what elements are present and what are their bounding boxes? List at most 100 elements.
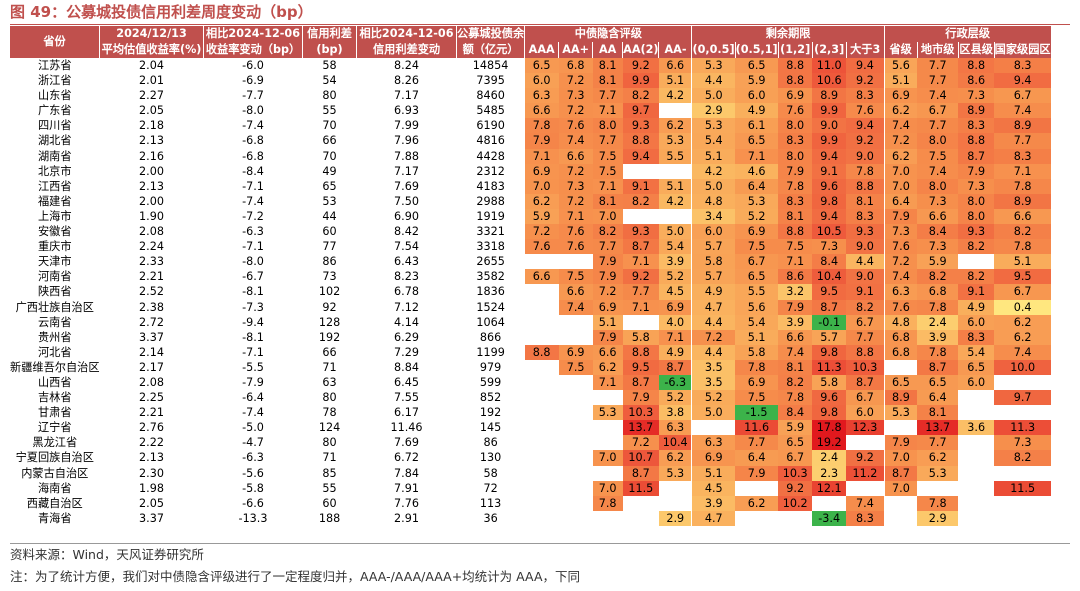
heat-cell [559,254,593,269]
table-row: 福建省 2.00 -7.4 53 7.50 2988 6.2 7.2 8.1 8.2 4.2 4.8 5… [10,193,1052,209]
heat-cell: 6.8 [917,284,959,300]
cell-province: 安徽省 [37,225,72,239]
heat-cell: 5.1 [691,148,736,164]
cell-spread: 80 [322,391,337,405]
heat-cell: 6.2 [658,118,692,134]
cell-spread: 55 [322,104,337,118]
heat-cell [525,466,559,481]
heat-cell: 4.6 [735,163,779,179]
heat-cell: 9.8 [812,405,847,421]
heat-cell: 7.6 [558,239,593,255]
heat-cell: 7.7 [917,118,959,134]
heat-cell: 6.2 [524,193,559,209]
heat-cell: 7.7 [917,58,959,74]
heat-cell: 7.8 [735,359,779,375]
header-subcol: AA [592,42,624,58]
heat-cell: 7.9 [592,254,623,270]
cell-province: 青海省 [37,511,72,525]
cell-ychg: -7.1 [242,345,264,359]
heat-cell: 8.9 [883,390,918,406]
cell-province: 吉林省 [37,391,72,405]
cell-bal: 1064 [476,315,505,329]
heat-cell [525,496,559,511]
heat-cell [525,254,559,269]
heat-cell [623,209,659,224]
header-schg-label: 信用利差变动 [356,42,458,58]
cell-province: 重庆市 [37,240,72,254]
cell-province: 甘肃省 [37,406,72,420]
cell-bal: 1524 [476,300,505,314]
heat-cell: 2.9 [658,510,692,526]
heat-cell: 6.4 [917,390,959,406]
heat-cell: 6.0 [524,73,559,89]
header-subcol: (1,2] [778,42,813,58]
cell-bal: 3582 [476,270,505,284]
cell-bal: 6190 [476,119,505,133]
heat-cell: 6.5 [917,374,959,391]
heat-cell: 7.9 [778,163,813,179]
heat-cell: 0.4 [994,299,1052,315]
heat-cell: 2.4 [917,314,959,330]
heat-cell: 9.4 [846,118,885,134]
heat-cell [778,511,812,526]
heat-cell: 8.7 [958,148,995,164]
cell-ychg: -6.0 [242,59,264,72]
heat-cell: 8.8 [778,224,813,240]
heat-cell: 8.8 [958,58,995,74]
heat-cell: -3.4 [812,510,847,526]
heat-cell: 9.3 [622,224,659,240]
heat-cell: 6.2 [735,495,779,511]
table-row: 四川省 2.18 -7.4 70 7.99 6190 7.8 7.6 8.0 9.3 6.2 5.3 6… [10,118,1052,134]
header-subcol: AA(2) [622,42,660,58]
heat-cell: 6.5 [883,374,918,391]
heat-cell: 4.5 [691,480,736,496]
cell-ychg: -7.9 [242,375,264,389]
heat-cell: 8.1 [592,193,623,209]
heat-cell: 5.6 [735,299,779,315]
heat-cell: 7.5 [917,148,959,164]
heat-cell: 7.5 [558,359,593,375]
heat-cell: 9.8 [812,193,847,209]
heat-cell: 5.1 [883,73,918,89]
cell-bal: 58 [483,466,498,480]
cell-yield: 2.08 [139,375,164,389]
heat-cell: 8.1 [592,58,623,74]
cell-spread: 77 [322,240,337,254]
heat-cell: 8.2 [994,450,1052,466]
heat-cell: 8.8 [778,73,813,89]
cell-province: 上海市 [37,209,72,223]
table-row: 河北省 2.14 -7.1 66 7.29 1199 8.8 6.9 6.6 8.8 4.9 4.4 5… [10,344,1052,360]
table-row: 上海市 1.90 -7.2 44 6.90 1919 5.9 7.1 7.0 3.4 5.2 8.1 9… [10,208,1052,225]
cell-schg: 6.93 [394,104,419,118]
heat-cell [994,405,1051,420]
header-subcol: 国家级园区 [994,42,1052,58]
heat-cell: 8.7 [622,239,659,255]
cell-ychg: -6.7 [242,270,264,284]
heat-cell [593,420,623,435]
cell-schg: 8.24 [394,59,419,72]
heat-cell: 8.8 [622,133,659,149]
heat-cell [659,496,692,511]
heat-cell: 7.1 [592,178,623,194]
heat-cell: 5.4 [658,239,692,255]
cell-yield: 2.05 [139,496,164,510]
heat-cell: 9.0 [846,239,885,255]
cell-province: 新疆维吾尔自治区 [10,360,100,374]
cell-spread: 49 [322,164,337,178]
heat-cell: 7.4 [994,344,1052,360]
heat-cell: 7.8 [917,344,959,360]
heat-cell: 8.7 [622,465,659,481]
cell-schg: 7.88 [394,149,419,163]
heat-cell [623,511,659,526]
cell-schg: 7.69 [394,436,419,450]
heat-cell: 8.4 [812,254,847,270]
heat-cell [659,481,692,496]
heat-cell: 7.5 [558,269,593,285]
heat-cell: 10.3 [846,359,885,375]
table-row: 新疆维吾尔自治区 2.17 -5.5 71 8.84 979 7.5 6.2 9.5 8.7 3.5… [10,359,1052,375]
header-subcol: AAA [524,42,560,58]
heat-cell: 7.0 [524,178,559,194]
heat-cell: 19.2 [812,435,847,451]
heat-cell: 8.2 [592,224,623,240]
heat-cell: 2.9 [691,103,736,119]
